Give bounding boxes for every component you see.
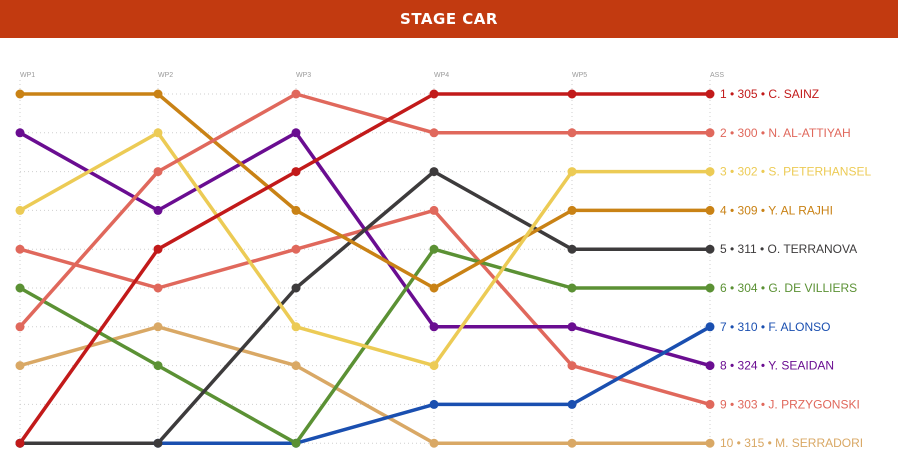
series-point bbox=[429, 322, 439, 332]
series-point bbox=[705, 399, 715, 409]
series-point bbox=[429, 167, 439, 177]
series-point bbox=[705, 205, 715, 215]
series-point bbox=[15, 128, 25, 138]
series-point bbox=[429, 128, 439, 138]
series-label: 1 • 305 • C. SAINZ bbox=[720, 87, 819, 101]
series-point bbox=[567, 244, 577, 254]
series-point bbox=[705, 89, 715, 99]
series-point bbox=[429, 399, 439, 409]
series-point bbox=[705, 283, 715, 293]
series-label: 6 • 304 • G. DE VILLIERS bbox=[720, 281, 857, 295]
series-point bbox=[15, 89, 25, 99]
series-line bbox=[18, 208, 712, 407]
stage-label: WP2 bbox=[158, 72, 173, 79]
series-point bbox=[429, 283, 439, 293]
series-point bbox=[153, 167, 163, 177]
series-line bbox=[18, 325, 712, 445]
series-point bbox=[153, 244, 163, 254]
series-line bbox=[18, 92, 712, 445]
stage-label: WP5 bbox=[572, 72, 587, 79]
series-label: 10 • 315 • M. SERRADORI bbox=[720, 436, 863, 450]
series-line bbox=[18, 169, 712, 445]
series-point bbox=[567, 283, 577, 293]
series-point bbox=[705, 361, 715, 371]
series-point bbox=[429, 438, 439, 448]
series-point bbox=[705, 244, 715, 254]
series-point bbox=[567, 399, 577, 409]
series-label: 2 • 300 • N. AL-ATTIYAH bbox=[720, 126, 851, 140]
series-point bbox=[567, 438, 577, 448]
series-point bbox=[567, 205, 577, 215]
series-point bbox=[15, 361, 25, 371]
series-point bbox=[567, 361, 577, 371]
series-point bbox=[429, 361, 439, 371]
series-point bbox=[567, 322, 577, 332]
series-point bbox=[705, 438, 715, 448]
series-point bbox=[567, 128, 577, 138]
chart-header: STAGE CAR bbox=[0, 0, 898, 38]
stage-label: WP3 bbox=[296, 72, 311, 79]
series-line bbox=[18, 92, 712, 290]
series-label: 7 • 310 • F. ALONSO bbox=[720, 320, 830, 334]
series-point bbox=[567, 89, 577, 99]
series-point bbox=[291, 244, 301, 254]
series-point bbox=[291, 283, 301, 293]
series-point bbox=[429, 89, 439, 99]
series-point bbox=[15, 283, 25, 293]
series-point bbox=[291, 167, 301, 177]
series-line bbox=[18, 131, 712, 368]
series-point bbox=[705, 322, 715, 332]
series-label: 5 • 311 • O. TERRANOVA bbox=[720, 242, 857, 256]
series-point bbox=[153, 438, 163, 448]
series-point bbox=[15, 205, 25, 215]
series-point bbox=[567, 167, 577, 177]
series-point bbox=[291, 438, 301, 448]
series-point bbox=[153, 205, 163, 215]
series-point bbox=[705, 167, 715, 177]
series-point bbox=[153, 322, 163, 332]
series-point bbox=[291, 322, 301, 332]
chart-title: STAGE CAR bbox=[400, 10, 498, 28]
series-point bbox=[153, 89, 163, 99]
series-point bbox=[429, 244, 439, 254]
series-point bbox=[15, 322, 25, 332]
series-point bbox=[291, 89, 301, 99]
series-point bbox=[15, 438, 25, 448]
series-point bbox=[705, 128, 715, 138]
series-point bbox=[153, 128, 163, 138]
series-point bbox=[153, 283, 163, 293]
series-label: 9 • 303 • J. PRZYGONSKI bbox=[720, 397, 860, 411]
series-point bbox=[291, 361, 301, 371]
series-point bbox=[291, 205, 301, 215]
series-point bbox=[429, 205, 439, 215]
series-label: 8 • 324 • Y. SEAIDAN bbox=[720, 359, 834, 373]
series-point bbox=[15, 244, 25, 254]
stage-label: ASS bbox=[710, 72, 724, 79]
series-line bbox=[18, 92, 712, 329]
series-label: 3 • 302 • S. PETERHANSEL bbox=[720, 165, 871, 179]
stage-label: WP4 bbox=[434, 72, 449, 79]
series-point bbox=[291, 128, 301, 138]
stage-label: WP1 bbox=[20, 72, 35, 79]
series-label: 4 • 309 • Y. AL RAJHI bbox=[720, 203, 833, 217]
series-point bbox=[153, 361, 163, 371]
